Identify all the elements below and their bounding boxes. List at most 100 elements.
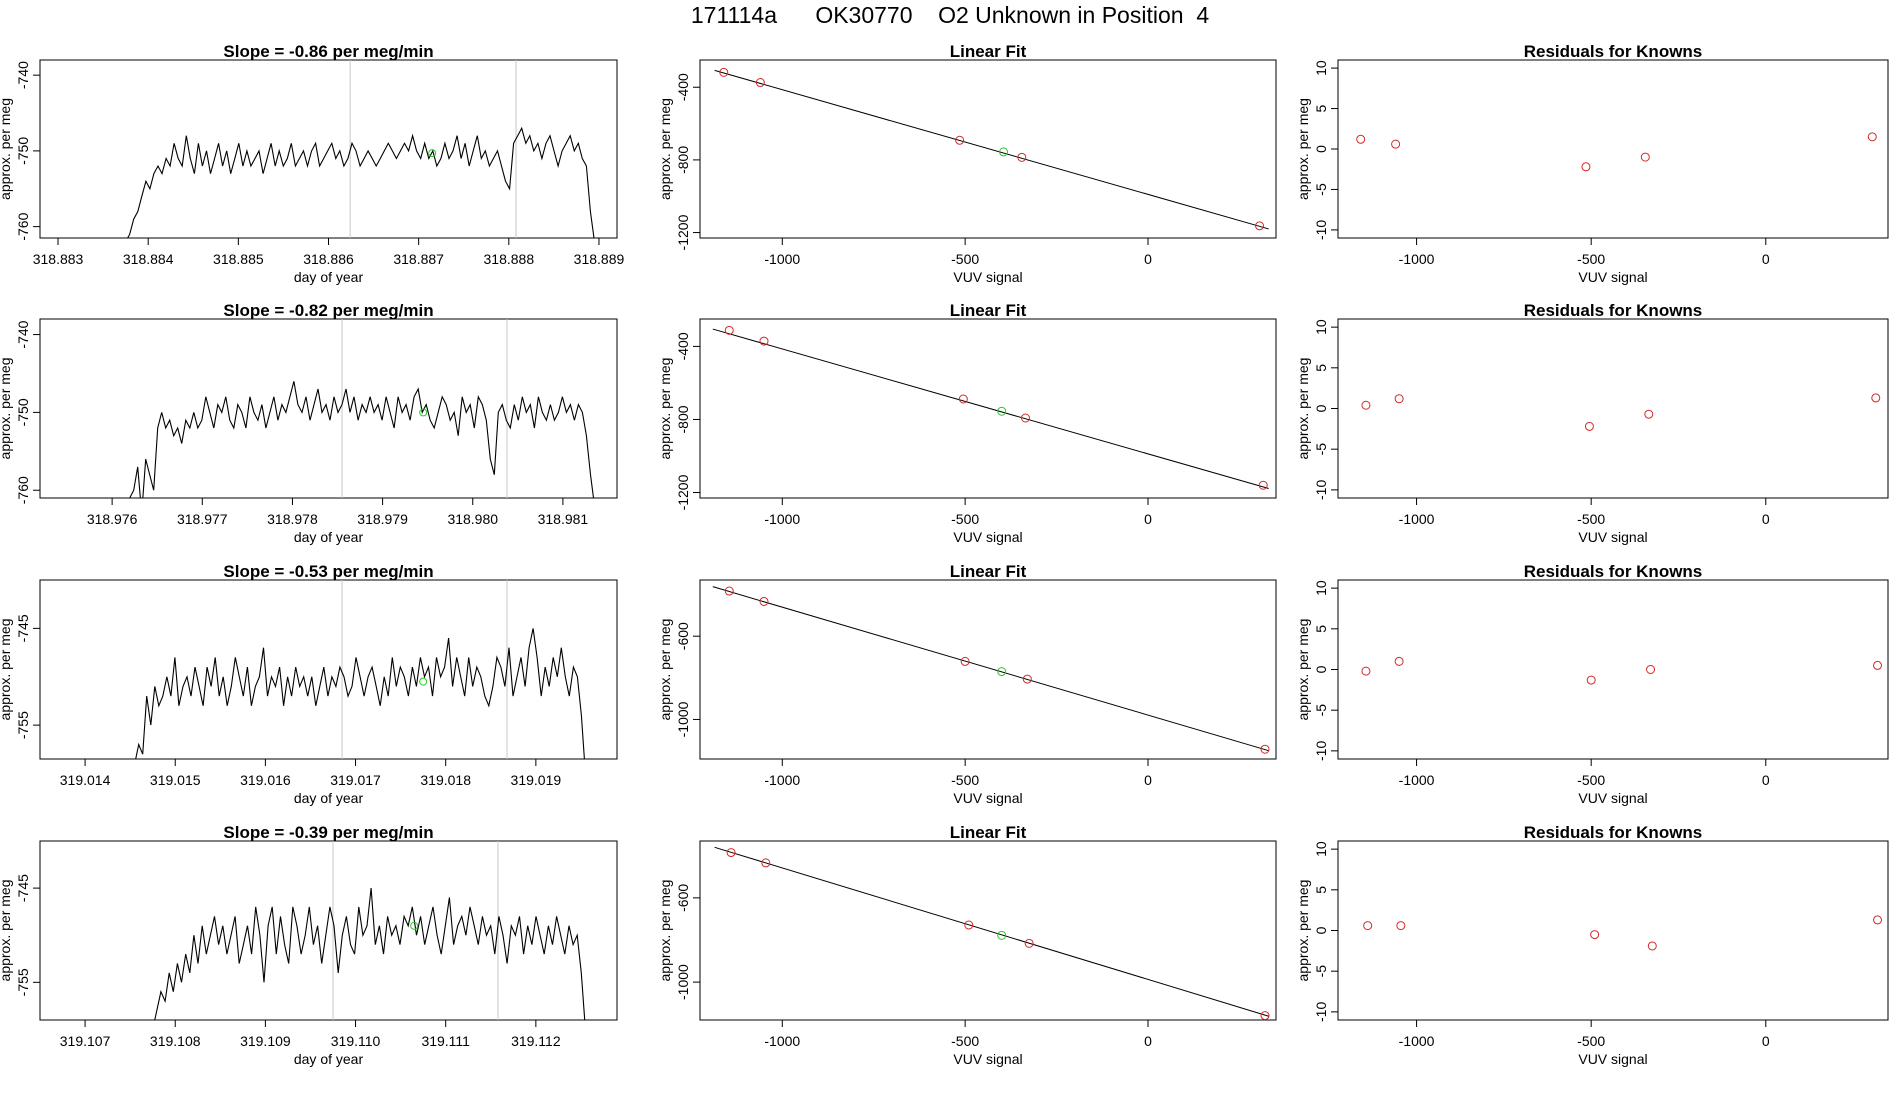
known-point — [1017, 152, 1027, 162]
plot-area — [154, 841, 586, 1020]
panel-title: Slope = -0.53 per meg/min — [223, 562, 433, 581]
known-point — [1361, 666, 1371, 676]
fit-line — [712, 328, 1269, 489]
panel-title: Linear Fit — [950, 562, 1027, 581]
known-point — [955, 135, 965, 145]
x-tick-label: -1000 — [764, 251, 800, 267]
known-point — [1260, 1011, 1270, 1020]
plot-area — [1361, 393, 1881, 431]
y-axis-label: approx. per meg — [657, 358, 673, 460]
series-line — [127, 126, 595, 238]
plot-area — [1363, 915, 1883, 951]
x-tick-label: 319.019 — [511, 772, 562, 788]
y-tick-label: -745 — [15, 874, 31, 902]
panel-title: Residuals for Knowns — [1524, 823, 1703, 842]
x-axis-label: VUV signal — [1578, 790, 1647, 806]
y-tick-label: -800 — [675, 146, 691, 174]
y-tick-label: -760 — [15, 476, 31, 504]
unknown-point — [410, 921, 419, 930]
y-axis-label: approx. per meg — [0, 619, 13, 721]
x-tick-label: 0 — [1762, 511, 1770, 527]
x-tick-label: 318.981 — [538, 511, 589, 527]
plot-frame — [699, 318, 1277, 499]
known-point — [1391, 139, 1401, 149]
panel-residuals-4: Residuals for Knowns VUV signal approx. pe… — [1295, 823, 1889, 1067]
panel-title: Linear Fit — [950, 823, 1027, 842]
plot-area — [712, 586, 1270, 754]
y-axis-label: approx. per meg — [0, 880, 13, 982]
y-tick-label: -400 — [675, 332, 691, 360]
x-tick-label: 319.017 — [330, 772, 381, 788]
panel-linear-fit-1: Linear Fit VUV signal approx. per meg -1000… — [657, 42, 1277, 285]
y-tick-label: -755 — [15, 711, 31, 739]
known-point — [1647, 941, 1657, 951]
x-tick-label: 0 — [1762, 1033, 1770, 1049]
y-axis-label: approx. per meg — [657, 98, 673, 200]
panel-title: Residuals for Knowns — [1524, 562, 1703, 581]
panel-title: Residuals for Knowns — [1524, 42, 1703, 61]
x-tick-label: 318.976 — [87, 511, 138, 527]
known-point — [1581, 162, 1591, 172]
x-axis-label: VUV signal — [953, 1051, 1022, 1067]
x-tick-label: -500 — [951, 251, 979, 267]
x-tick-label: 0 — [1144, 772, 1152, 788]
y-axis-label: approx. per meg — [0, 358, 13, 460]
panel-residuals-2: Residuals for Knowns VUV signal approx. pe… — [1295, 301, 1889, 545]
known-point — [1022, 674, 1032, 684]
x-tick-label: 0 — [1144, 511, 1152, 527]
y-tick-label: -5 — [1313, 183, 1329, 196]
series-line — [135, 628, 585, 759]
plot-frame — [39, 579, 618, 760]
y-tick-label: 0 — [1313, 145, 1329, 153]
x-tick-label: 0 — [1144, 1033, 1152, 1049]
y-tick-label: -760 — [15, 212, 31, 240]
y-tick-label: 5 — [1313, 364, 1329, 372]
known-point — [964, 920, 974, 930]
unknown-point — [997, 406, 1007, 416]
y-tick-label: -740 — [15, 320, 31, 348]
x-tick-label: -500 — [951, 1033, 979, 1049]
known-point — [1644, 409, 1654, 419]
y-tick-label: 5 — [1313, 625, 1329, 633]
y-tick-label: -800 — [675, 405, 691, 433]
y-tick-label: 10 — [1313, 60, 1329, 76]
known-point — [724, 586, 734, 596]
x-axis-label: VUV signal — [953, 790, 1022, 806]
panel-residuals-1: Residuals for Knowns VUV signal approx. pe… — [1295, 42, 1889, 285]
known-point — [1867, 132, 1877, 142]
x-tick-label: -500 — [951, 772, 979, 788]
known-point — [1363, 921, 1373, 931]
x-tick-label: 319.109 — [240, 1033, 291, 1049]
panel-residuals-3: Residuals for Knowns VUV signal approx. pe… — [1295, 562, 1889, 806]
x-axis-label: day of year — [294, 790, 364, 806]
plot-frame — [1337, 840, 1889, 1021]
unknown-point — [997, 930, 1007, 940]
plot-frame — [699, 579, 1277, 760]
known-point — [724, 325, 734, 335]
x-tick-label: -500 — [1577, 1033, 1605, 1049]
panel-time-series-1: Slope = -0.86 per meg/min day of year appr… — [0, 42, 624, 285]
x-tick-label: 319.108 — [150, 1033, 201, 1049]
y-axis-label: approx. per meg — [1295, 880, 1311, 982]
plot-frame — [39, 318, 618, 499]
x-tick-label: 319.112 — [511, 1033, 561, 1049]
x-tick-label: 318.886 — [303, 251, 354, 267]
y-axis-label: approx. per meg — [657, 880, 673, 982]
y-tick-label: -755 — [15, 968, 31, 996]
x-tick-label: 318.887 — [393, 251, 444, 267]
x-tick-label: -1000 — [764, 772, 800, 788]
plot-area — [135, 580, 585, 759]
x-axis-label: VUV signal — [1578, 269, 1647, 285]
x-tick-label: -1000 — [1399, 511, 1435, 527]
y-tick-label: -1000 — [675, 701, 691, 737]
known-point — [1255, 221, 1265, 231]
x-tick-label: 319.110 — [331, 1033, 381, 1049]
plot-area — [1356, 132, 1877, 172]
y-axis-label: approx. per meg — [1295, 98, 1311, 200]
known-point — [726, 848, 736, 858]
plot-frame — [1337, 579, 1889, 760]
panel-time-series-4: Slope = -0.39 per meg/min day of year appr… — [0, 823, 618, 1067]
y-tick-label: -5 — [1313, 965, 1329, 978]
